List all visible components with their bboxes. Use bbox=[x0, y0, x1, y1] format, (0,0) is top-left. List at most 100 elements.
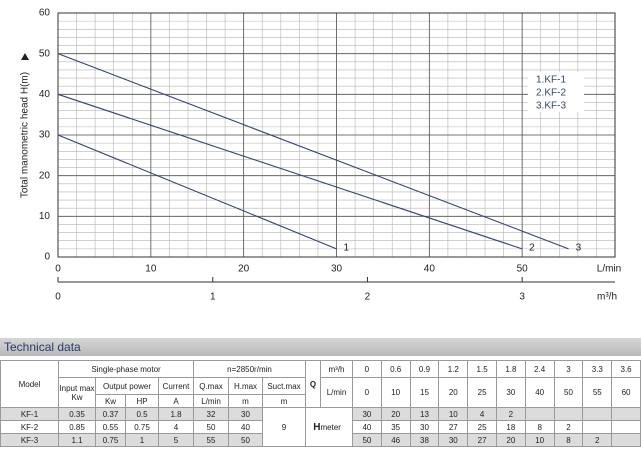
header-cell: m³/h bbox=[320, 360, 353, 378]
head-cell bbox=[524, 407, 555, 421]
data-cell: 1.8 bbox=[158, 407, 194, 421]
data-cell: 0.37 bbox=[95, 407, 126, 421]
x2-axis-label: m³/h bbox=[597, 292, 617, 303]
flow-cell: 10 bbox=[380, 377, 411, 408]
data-cell: 0.75 bbox=[95, 433, 126, 447]
unit-cell: Kw bbox=[95, 394, 126, 408]
flow-cell: 0 bbox=[352, 377, 382, 408]
curve-label: 1 bbox=[344, 243, 350, 254]
head-cell: 27 bbox=[467, 433, 497, 447]
data-cell: 32 bbox=[193, 407, 229, 421]
x-tick-label: 30 bbox=[331, 264, 343, 275]
x-tick-label: 20 bbox=[238, 264, 250, 275]
head-cell bbox=[611, 407, 641, 421]
data-cell: KF-3 bbox=[0, 433, 59, 447]
flow-cell: 3 bbox=[553, 360, 584, 378]
header-cell: Output power bbox=[95, 377, 159, 395]
legend-entry: 3.KF-3 bbox=[536, 101, 566, 112]
header-cell: H bbox=[305, 407, 321, 447]
data-cell: 0.75 bbox=[125, 420, 159, 434]
flow-cell: 25 bbox=[467, 377, 497, 408]
head-cell: 46 bbox=[380, 433, 411, 447]
flow-cell: 2.4 bbox=[524, 360, 555, 378]
header-cell: Current bbox=[158, 377, 194, 395]
data-cell: KF-1 bbox=[0, 407, 59, 421]
curve bbox=[57, 53, 569, 250]
head-cell bbox=[611, 420, 641, 434]
flow-cell: 0.6 bbox=[380, 360, 411, 378]
x-tick-label: 50 bbox=[517, 264, 529, 275]
head-cell: 30 bbox=[409, 420, 440, 434]
head-cell bbox=[582, 420, 613, 434]
unit-cell: L/min bbox=[193, 394, 229, 408]
x-tick-label: 10 bbox=[145, 264, 157, 275]
y-tick-label: 60 bbox=[39, 8, 51, 19]
flow-cell: 15 bbox=[409, 377, 440, 408]
flow-cell: 1.8 bbox=[495, 360, 526, 378]
section-title: Technical data bbox=[0, 338, 641, 356]
legend-box bbox=[528, 72, 584, 112]
head-cell: 8 bbox=[553, 433, 584, 447]
head-cell: 30 bbox=[352, 407, 382, 421]
data-cell: 0.85 bbox=[58, 420, 96, 434]
unit-cell: HP bbox=[125, 394, 159, 408]
x2-tick-label: 2 bbox=[365, 292, 371, 303]
x2-tick-label: 1 bbox=[210, 292, 216, 303]
head-cell: 40 bbox=[352, 420, 382, 434]
head-cell bbox=[611, 433, 641, 447]
head-cell: 13 bbox=[409, 407, 440, 421]
flow-cell: 1.2 bbox=[438, 360, 469, 378]
unit-cell: m bbox=[228, 394, 263, 408]
curve bbox=[57, 93, 523, 250]
data-cell: 0.55 bbox=[95, 420, 126, 434]
head-cell: 38 bbox=[409, 433, 440, 447]
header-cell: Single-phase motor bbox=[58, 360, 194, 378]
head-cell bbox=[582, 407, 613, 421]
axis-arrow bbox=[21, 53, 29, 60]
legend-entry: 1.KF-1 bbox=[536, 75, 566, 86]
unit-cell: A bbox=[158, 394, 194, 408]
flow-cell: 3.6 bbox=[611, 360, 641, 378]
flow-cell: 40 bbox=[524, 377, 555, 408]
data-cell: 5 bbox=[158, 433, 194, 447]
legend-entry: 2.KF-2 bbox=[536, 88, 566, 99]
head-cell: 10 bbox=[524, 433, 555, 447]
x-tick-label: 0 bbox=[55, 264, 61, 275]
flow-cell: 55 bbox=[582, 377, 613, 408]
header-cell: n=2850r/min bbox=[193, 360, 306, 378]
chart: Total manometric head H(m) 0102030405060… bbox=[20, 8, 622, 303]
head-cell: 20 bbox=[495, 433, 526, 447]
head-cell: 2 bbox=[553, 420, 584, 434]
data-cell: 4 bbox=[158, 420, 194, 434]
header-cell: H.max bbox=[228, 377, 263, 395]
y-tick-label: 40 bbox=[39, 89, 51, 100]
curve bbox=[57, 134, 337, 250]
header-cell: Suct.max bbox=[262, 377, 306, 395]
data-cell: KF-2 bbox=[0, 420, 59, 434]
flow-cell: 50 bbox=[553, 377, 584, 408]
flow-cell: 0 bbox=[352, 360, 382, 378]
head-cell: 8 bbox=[524, 420, 555, 434]
header-cell: meter bbox=[320, 407, 353, 447]
data-cell: 0.35 bbox=[58, 407, 96, 421]
header-cell: Q bbox=[305, 360, 321, 408]
head-cell: 50 bbox=[352, 433, 382, 447]
x-tick-label: 40 bbox=[424, 264, 436, 275]
data-cell: 50 bbox=[228, 433, 263, 447]
head-cell bbox=[553, 407, 584, 421]
y-axis-label: Total manometric head H(m) bbox=[20, 72, 31, 198]
y-tick-label: 50 bbox=[39, 48, 51, 59]
y-tick-label: 30 bbox=[39, 130, 51, 141]
head-cell: 30 bbox=[438, 433, 469, 447]
flow-cell: 3.3 bbox=[582, 360, 613, 378]
head-cell: 2 bbox=[582, 433, 613, 447]
head-cell: 4 bbox=[467, 407, 497, 421]
data-cell: 40 bbox=[228, 420, 263, 434]
flow-cell: 60 bbox=[611, 377, 641, 408]
curve-label: 3 bbox=[576, 243, 582, 254]
header-cell: Q.max bbox=[193, 377, 229, 395]
x2-tick-label: 0 bbox=[55, 292, 61, 303]
flow-cell: 30 bbox=[495, 377, 526, 408]
x2-tick-label: 3 bbox=[519, 292, 525, 303]
